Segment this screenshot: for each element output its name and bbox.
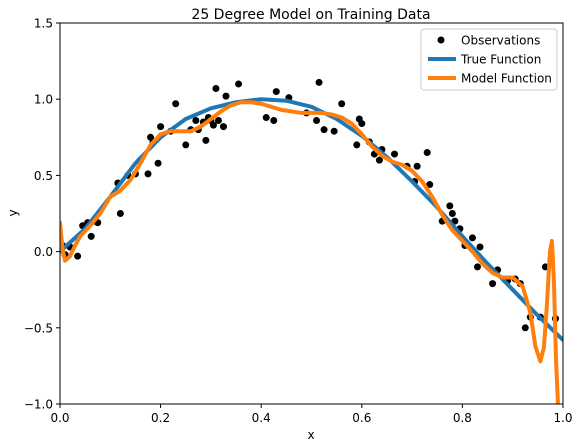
x-tick-label: 1.0 bbox=[553, 411, 572, 425]
legend: Observations True Function Model Functio… bbox=[420, 28, 558, 91]
observation-point bbox=[212, 85, 220, 93]
observation-point bbox=[272, 88, 280, 96]
observation-point bbox=[521, 324, 529, 332]
legend-observations-marker bbox=[437, 36, 445, 44]
observation-point bbox=[116, 210, 124, 217]
observation-point bbox=[192, 117, 200, 125]
observation-point bbox=[448, 210, 456, 217]
observation-point bbox=[154, 159, 162, 167]
chart-title: 25 Degree Model on Training Data bbox=[191, 7, 430, 23]
observation-point bbox=[330, 127, 338, 135]
observation-point bbox=[426, 181, 434, 189]
observation-point bbox=[423, 149, 431, 157]
observation-point bbox=[209, 121, 217, 129]
y-axis: −1.0 −0.5 0.0 0.5 1.0 1.5 bbox=[24, 17, 60, 412]
x-tick-label: 0.8 bbox=[453, 411, 472, 425]
observation-point bbox=[222, 92, 230, 100]
observation-point bbox=[476, 243, 484, 251]
observation-point bbox=[262, 113, 270, 121]
x-tick-label: 0.2 bbox=[151, 411, 170, 425]
observation-point bbox=[182, 141, 190, 149]
y-tick-label: 1.0 bbox=[34, 93, 53, 107]
observation-point bbox=[235, 80, 243, 88]
observation-point bbox=[315, 78, 323, 86]
observation-point bbox=[219, 123, 227, 131]
observation-point bbox=[270, 117, 278, 125]
y-tick-label: 1.5 bbox=[34, 17, 53, 31]
observation-point bbox=[473, 263, 481, 271]
observation-point bbox=[74, 252, 82, 260]
model-function-line bbox=[60, 100, 560, 404]
observation-point bbox=[338, 100, 346, 108]
observation-point bbox=[313, 117, 321, 125]
x-tick-label: 0.4 bbox=[252, 411, 271, 425]
observation-point bbox=[320, 126, 328, 134]
observation-point bbox=[202, 136, 210, 144]
x-tick-label: 0.6 bbox=[352, 411, 371, 425]
observation-point bbox=[468, 234, 476, 242]
observation-point bbox=[157, 123, 165, 131]
observation-point bbox=[489, 280, 497, 288]
y-tick-label: 0.5 bbox=[34, 169, 53, 183]
y-tick-label: −1.0 bbox=[24, 398, 53, 412]
observation-point bbox=[353, 141, 361, 149]
x-axis-label: x bbox=[307, 428, 314, 442]
legend-model-function-label: Model Function bbox=[461, 72, 552, 86]
legend-true-function-label: True Function bbox=[460, 53, 541, 67]
true-function-line bbox=[60, 97, 563, 342]
plot-series bbox=[60, 78, 563, 404]
y-tick-label: 0.0 bbox=[34, 245, 53, 259]
observation-point bbox=[413, 162, 421, 170]
legend-box bbox=[420, 28, 558, 91]
observation-point bbox=[375, 156, 383, 164]
observation-point bbox=[144, 170, 152, 178]
observation-point bbox=[172, 100, 180, 108]
x-tick-label: 0.0 bbox=[50, 411, 69, 425]
plot-area-frame bbox=[59, 22, 564, 405]
y-tick-label: −0.5 bbox=[24, 321, 53, 335]
x-axis: 0.0 0.2 0.4 0.6 0.8 1.0 bbox=[50, 404, 573, 425]
observation-point bbox=[390, 150, 398, 158]
observation-point bbox=[87, 232, 95, 240]
y-axis-label: y bbox=[6, 209, 20, 216]
observation-point bbox=[446, 202, 454, 210]
legend-observations-label: Observations bbox=[461, 34, 540, 48]
observation-point bbox=[214, 117, 222, 125]
observation-point bbox=[358, 120, 366, 128]
